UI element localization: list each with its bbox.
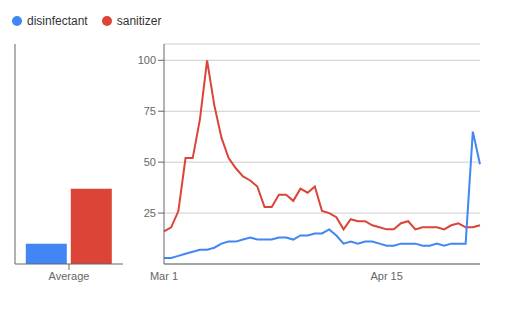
svg-text:25: 25 [144,207,156,219]
html-text:disinfectant: disinfectant [27,14,88,28]
svg-text:Apr 15: Apr 15 [370,270,402,282]
svg-text:100: 100 [138,54,156,66]
svg-text:75: 75 [144,105,156,117]
svg-text:Mar 1: Mar 1 [150,270,178,282]
svg-text:Average: Average [49,270,90,282]
html-text:sanitizer: sanitizer [116,14,162,28]
svg-text:50: 50 [144,156,156,168]
